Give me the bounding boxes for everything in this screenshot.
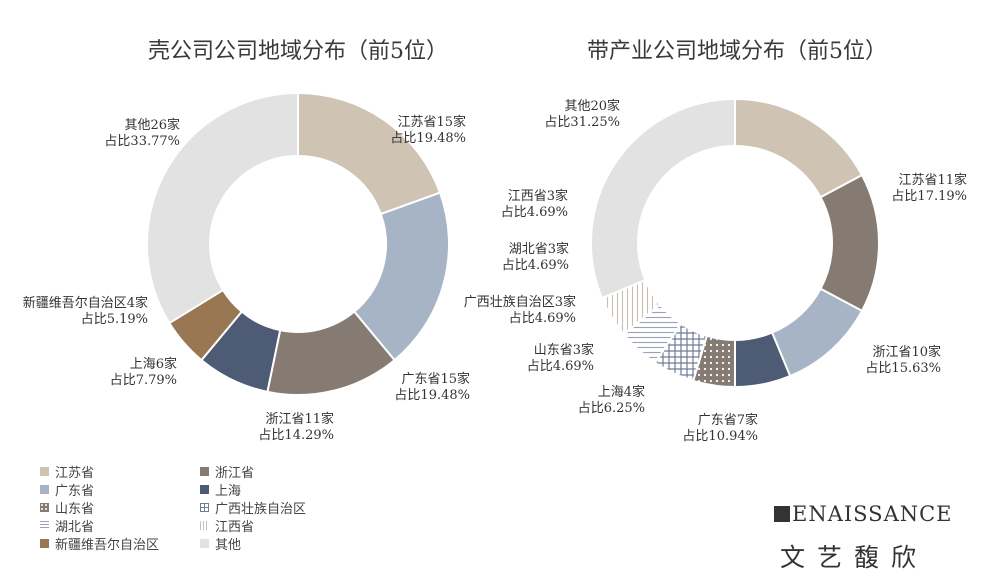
legend-item-hubei: 湖北省	[40, 516, 94, 535]
donut-slice-jiangsu	[734, 97, 864, 199]
donut-slice-other	[146, 91, 299, 325]
legend-item-xinjiang: 新疆维吾尔自治区	[40, 534, 159, 553]
chart-legend: 江苏省 浙江省广东省 上海山东省 广西壮族自治区湖北省 江西省新疆维吾尔自治区 其他	[40, 462, 420, 580]
slice-share-label-shandong: 占比4.69%	[527, 359, 594, 374]
legend-label-xinjiang: 新疆维吾尔自治区	[55, 538, 160, 553]
slice-labels-left: 江苏省15家占比19.48%广东省15家占比19.48%浙江省11家占比14.2…	[23, 114, 470, 443]
slice-share-label-xinjiang: 占比5.19%	[81, 312, 148, 327]
slice-count-label-shanghai: 上海6家	[130, 356, 177, 372]
brand-english: ENAISSANCE	[774, 502, 953, 526]
brand-r-mark	[774, 506, 790, 522]
legend-item-guangdong: 广东省	[40, 480, 94, 499]
legend-swatch-hubei	[40, 521, 49, 530]
slice-count-label-jiangxi: 江西省3家	[508, 188, 568, 204]
legend-swatch-guangdong	[40, 485, 49, 494]
slice-share-label-zhejiang: 占比14.29%	[258, 428, 334, 443]
chart-title-left: 壳公司公司地域分布（前5位）	[148, 39, 448, 64]
slice-share-label-hubei: 占比4.69%	[502, 258, 569, 273]
donut-slice-zhejiang	[819, 173, 880, 313]
slice-share-label-shanghai: 占比7.79%	[110, 373, 177, 388]
legend-swatch-guangxi	[200, 503, 209, 512]
slice-count-label-guangdong: 广东省7家	[698, 412, 758, 428]
donut-chart-shell-company	[146, 91, 450, 396]
legend-item-shanghai: 上海	[200, 480, 241, 499]
slice-share-label-zhejiang: 占比15.63%	[865, 361, 941, 376]
slice-share-label-shanghai: 占比6.25%	[578, 401, 645, 416]
legend-swatch-xinjiang	[40, 539, 49, 548]
slice-count-label-other: 其他20家	[564, 98, 620, 114]
donut-slice-other	[590, 97, 736, 300]
legend-swatch-jiangxi	[200, 521, 209, 530]
legend-label-shandong: 山东省	[55, 502, 95, 517]
slice-share-label-jiangxi: 占比4.69%	[501, 205, 568, 220]
slice-count-label-guangxi: 广西壮族自治区3家	[464, 294, 576, 310]
legend-label-other: 其他	[215, 538, 242, 553]
legend-label-zhejiang: 浙江省	[215, 466, 255, 481]
slice-share-label-guangdong: 占比10.94%	[682, 429, 758, 444]
legend-label-jiangxi: 江西省	[215, 520, 255, 535]
brand-logo: ENAISSANCE 文艺馥欣	[774, 502, 974, 576]
brand-english-text: ENAISSANCE	[792, 502, 953, 526]
legend-label-guangdong: 广东省	[55, 484, 95, 499]
legend-swatch-shanghai	[200, 485, 209, 494]
donut-slice-guangdong	[352, 191, 450, 362]
legend-swatch-shandong	[40, 503, 49, 512]
slice-count-label-zhejiang: 浙江省10家	[872, 344, 941, 360]
legend-swatch-zhejiang	[200, 467, 209, 476]
slice-share-label-guangxi: 占比4.69%	[509, 311, 576, 326]
legend-item-jiangsu: 江苏省	[40, 462, 94, 481]
legend-item-other: 其他	[200, 534, 241, 553]
legend-item-jiangxi: 江西省	[200, 516, 254, 535]
slice-share-label-jiangsu: 占比19.48%	[390, 131, 466, 146]
slice-count-label-xinjiang: 新疆维吾尔自治区4家	[23, 295, 148, 311]
slice-count-label-guangdong: 广东省15家	[401, 371, 470, 387]
legend-item-shandong: 山东省	[40, 498, 94, 517]
brand-chinese: 文艺馥欣	[780, 543, 929, 572]
legend-label-jiangsu: 江苏省	[55, 466, 95, 481]
legend-item-guangxi: 广西壮族自治区	[200, 498, 306, 517]
legend-swatch-jiangsu	[40, 467, 49, 476]
slice-share-label-guangdong: 占比19.48%	[394, 388, 470, 403]
slice-count-label-shanghai: 上海4家	[598, 384, 645, 400]
slice-share-label-other: 占比31.25%	[544, 115, 620, 130]
donut-slice-jiangsu	[297, 91, 442, 216]
chart-title-right: 带产业公司地域分布（前5位）	[587, 39, 887, 64]
slice-count-label-jiangsu: 江苏省15家	[397, 114, 466, 130]
donut-chart-industry-company	[590, 97, 880, 389]
slice-count-label-shandong: 山东省3家	[534, 342, 594, 358]
slice-count-label-zhejiang: 浙江省11家	[265, 411, 334, 427]
legend-label-shanghai: 上海	[215, 484, 242, 499]
slice-count-label-hubei: 湖北省3家	[509, 241, 569, 257]
slice-count-label-other: 其他26家	[124, 117, 180, 133]
legend-label-hubei: 湖北省	[55, 520, 95, 535]
legend-swatch-other	[200, 539, 209, 548]
legend-item-zhejiang: 浙江省	[200, 462, 254, 481]
slice-share-label-jiangsu: 占比17.19%	[891, 189, 967, 204]
slice-count-label-jiangsu: 江苏省11家	[898, 172, 967, 188]
legend-label-guangxi: 广西壮族自治区	[215, 502, 307, 517]
slice-share-label-other: 占比33.77%	[104, 134, 180, 149]
